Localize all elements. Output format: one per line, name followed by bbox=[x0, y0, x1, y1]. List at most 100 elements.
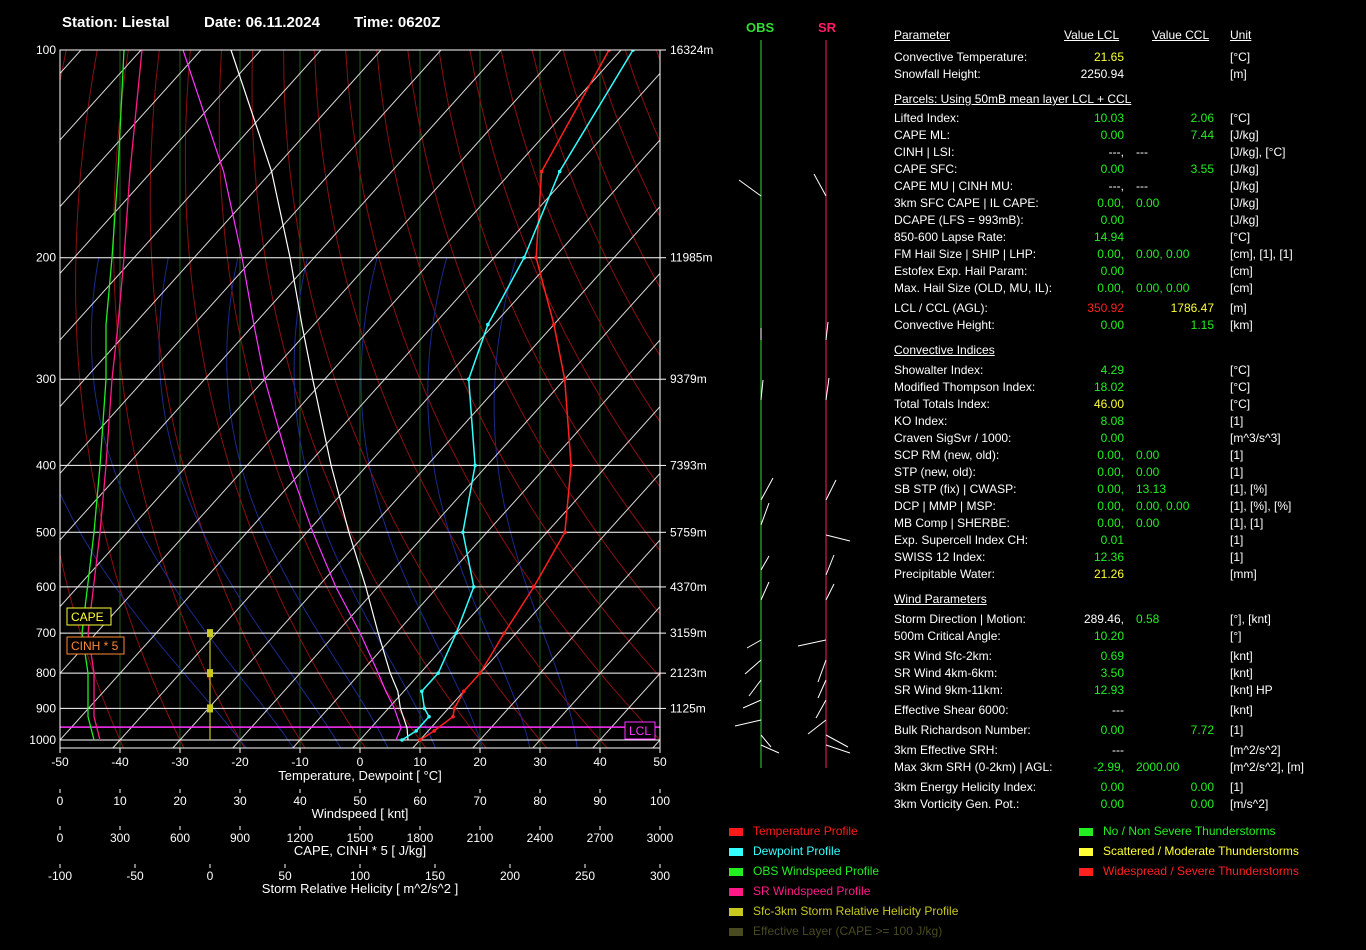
secondary-tick-label: 1800 bbox=[407, 831, 434, 845]
param-unit: [J/kg] bbox=[1230, 196, 1259, 210]
dewpoint-point bbox=[422, 706, 427, 711]
dewpoint-point bbox=[486, 322, 490, 327]
param-label: Modified Thompson Index: bbox=[894, 380, 1036, 394]
wind-barb bbox=[746, 639, 762, 649]
temperature-point bbox=[531, 585, 536, 589]
value-lcl: 10.03 bbox=[1093, 111, 1124, 125]
legend-item: Dewpoint Profile bbox=[729, 844, 840, 858]
value-ccl: 0.00 bbox=[1136, 465, 1160, 479]
temperature-point bbox=[451, 714, 455, 719]
x-tick-label: -40 bbox=[111, 755, 129, 769]
param-unit: [cm] bbox=[1230, 264, 1253, 278]
station-label: Station: Liestal bbox=[62, 14, 170, 31]
moist-adiabat bbox=[90, 257, 295, 748]
dewpoint-point bbox=[461, 530, 465, 535]
param-label: Convective Temperature: bbox=[894, 50, 1028, 64]
legend-swatch bbox=[1079, 827, 1093, 836]
param-label: Estofex Exp. Hail Param: bbox=[894, 264, 1028, 278]
param-unit: [1] bbox=[1230, 448, 1244, 462]
value-ccl: 0.00, 0.00 bbox=[1136, 281, 1190, 295]
param-label: Lifted Index: bbox=[894, 111, 960, 125]
value-lcl: 46.00 bbox=[1093, 397, 1124, 411]
value-lcl: 0.00, bbox=[1097, 247, 1124, 261]
secondary-axis-title: CAPE, CINH * 5 [ J/kg] bbox=[294, 843, 426, 858]
value-lcl: 0.00 bbox=[1100, 128, 1124, 142]
secondary-tick-label: 300 bbox=[110, 831, 130, 845]
wind-barb bbox=[760, 734, 772, 748]
wind-barb bbox=[760, 477, 774, 501]
param-label: SR Wind Sfc-2km: bbox=[894, 649, 993, 663]
param-label: SR Wind 4km-6km: bbox=[894, 666, 998, 680]
value-lcl: 0.00 bbox=[1100, 431, 1124, 445]
value-lcl: 2250.94 bbox=[1080, 67, 1124, 81]
temperature-point bbox=[432, 729, 437, 733]
param-unit: [m^3/s^3] bbox=[1230, 431, 1281, 445]
temperature-profile bbox=[419, 50, 610, 741]
x-tick-label: -30 bbox=[171, 755, 189, 769]
dewpoint-point bbox=[471, 585, 476, 589]
param-unit: [m] bbox=[1230, 67, 1247, 81]
isotherm bbox=[60, 50, 382, 408]
secondary-tick-label: 2400 bbox=[527, 831, 554, 845]
legend-label: OBS Windspeed Profile bbox=[753, 864, 880, 878]
secondary-tick-label: -50 bbox=[126, 869, 144, 883]
legend-item: Sfc-3km Storm Relative Helicity Profile bbox=[729, 904, 958, 918]
value-lcl: 0.00, bbox=[1097, 499, 1124, 513]
dry-adiabat bbox=[283, 50, 548, 748]
x-axis-title: Temperature, Dewpoint [ °C] bbox=[278, 768, 441, 783]
secondary-tick-label: 0 bbox=[57, 831, 64, 845]
moist-adiabat bbox=[493, 257, 578, 748]
isotherm bbox=[60, 72, 660, 741]
value-lcl: 0.00, bbox=[1097, 281, 1124, 295]
value-lcl: 0.00, bbox=[1097, 448, 1124, 462]
legend-swatch bbox=[729, 847, 743, 856]
value-lcl: 0.00, bbox=[1097, 482, 1124, 496]
param-label: 850-600 Lapse Rate: bbox=[894, 230, 1007, 244]
secondary-tick-label: 150 bbox=[425, 869, 445, 883]
legend-label: Temperature Profile bbox=[753, 824, 858, 838]
legend-item: Scattered / Moderate Thunderstorms bbox=[1079, 844, 1299, 858]
height-tick-label: 16324m bbox=[670, 43, 713, 57]
temperature-point bbox=[534, 255, 538, 260]
value-ccl: 1786.47 bbox=[1170, 301, 1214, 315]
secondary-tick-label: 1200 bbox=[287, 831, 314, 845]
value-ccl: 0.00 bbox=[1136, 196, 1160, 210]
value-ccl: 0.00 bbox=[1136, 516, 1160, 530]
secondary-tick-label: 1500 bbox=[347, 831, 374, 845]
value-lcl: 0.00 bbox=[1100, 264, 1124, 278]
value-ccl: 2000.00 bbox=[1136, 760, 1180, 774]
section-heading: Convective Indices bbox=[894, 343, 995, 357]
value-lcl: 0.01 bbox=[1100, 533, 1124, 547]
dewpoint-point bbox=[522, 255, 526, 260]
isotherm bbox=[60, 50, 442, 475]
param-unit: [°C] bbox=[1230, 397, 1251, 411]
dewpoint-point bbox=[414, 729, 419, 733]
value-lcl: --- bbox=[1112, 703, 1124, 717]
legend-swatch bbox=[1079, 847, 1093, 856]
secondary-tick-label: 2700 bbox=[587, 831, 614, 845]
legend-swatch bbox=[729, 927, 743, 936]
secondary-tick-label: 600 bbox=[170, 831, 190, 845]
pressure-tick-label: 700 bbox=[36, 626, 56, 640]
wind-barb bbox=[817, 679, 827, 699]
param-label: MB Comp | SHERBE: bbox=[894, 516, 1010, 530]
temperature-point bbox=[552, 322, 556, 327]
pressure-tick-label: 400 bbox=[36, 458, 56, 472]
height-tick-label: 7393m bbox=[670, 458, 707, 472]
isotherm bbox=[352, 405, 660, 748]
param-unit: [1] bbox=[1230, 780, 1244, 794]
cinh-tag-box bbox=[66, 636, 125, 655]
isotherm bbox=[472, 539, 660, 748]
moist-adiabat bbox=[158, 257, 342, 748]
section-heading: Parcels: Using 50mB mean layer LCL + CCL bbox=[894, 92, 1132, 106]
value-lcl: 4.29 bbox=[1100, 363, 1124, 377]
isotherm bbox=[232, 272, 660, 748]
param-label: CINH | LSI: bbox=[894, 145, 955, 159]
moist-adiabat bbox=[60, 492, 247, 748]
param-label: 3km Energy Helicity Index: bbox=[894, 780, 1037, 794]
plot-area bbox=[60, 50, 660, 748]
value-lcl: -2.99, bbox=[1093, 760, 1124, 774]
dewpoint-point bbox=[454, 631, 458, 635]
dry-adiabat bbox=[438, 50, 660, 552]
param-label: SR Wind 9km-11km: bbox=[894, 683, 1004, 697]
